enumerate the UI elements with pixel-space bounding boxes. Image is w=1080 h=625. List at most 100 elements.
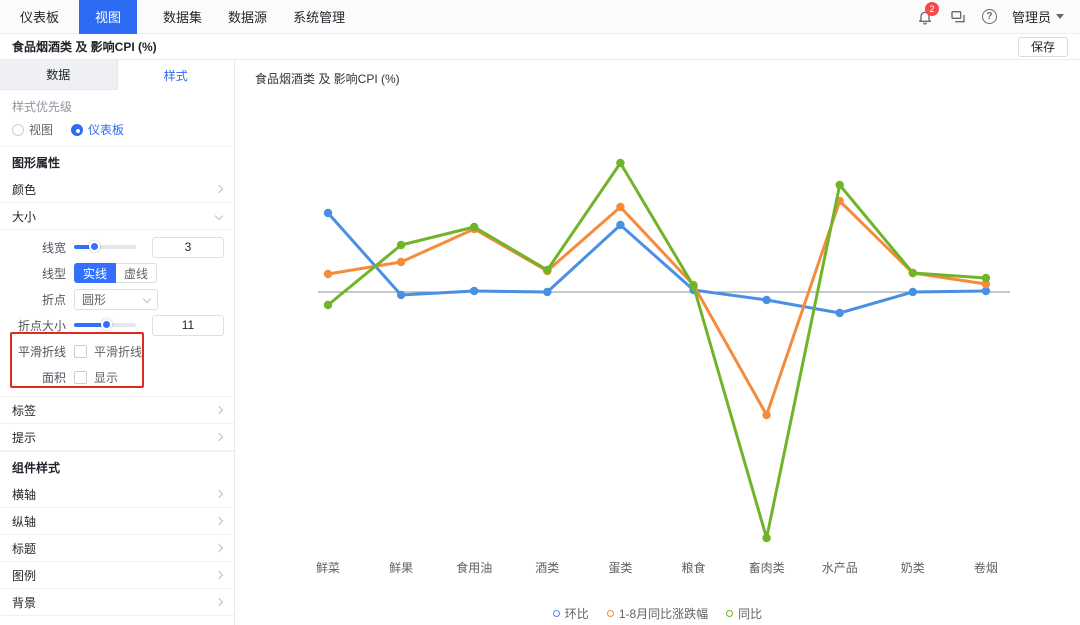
data-point[interactable] — [762, 410, 771, 420]
style-panel: 数据 样式 样式优先级 视图 仪表板 图形属性 颜色 — [0, 60, 235, 625]
data-point[interactable] — [470, 222, 479, 232]
data-point[interactable] — [908, 268, 917, 278]
chart-legend: 环比 1-8月同比涨跌幅 同比 — [235, 602, 1080, 624]
point-size-label: 折点大小 — [17, 318, 66, 333]
nav-item-dataset[interactable]: 数据集 — [163, 10, 203, 25]
data-point[interactable] — [762, 295, 771, 305]
data-point[interactable] — [323, 208, 333, 218]
area-label: 面积 — [41, 370, 66, 385]
notification-bell-icon[interactable]: 2 — [916, 1, 939, 26]
nav-item-view[interactable]: 视图 — [79, 0, 138, 34]
slider-handle[interactable] — [88, 241, 100, 252]
legend-item-环比[interactable]: 环比 — [552, 605, 589, 622]
radio-view[interactable]: 视图 — [12, 121, 53, 138]
dashed-line-button[interactable]: 虚线 — [116, 263, 158, 283]
user-menu[interactable]: 管理员 — [1012, 7, 1064, 26]
x-axis-label: 鲜菜 — [316, 561, 340, 575]
help-icon[interactable]: ? — [981, 9, 997, 24]
tab-data[interactable]: 数据 — [0, 60, 118, 90]
slider-handle[interactable] — [101, 319, 113, 330]
nav-item-dashboard[interactable]: 仪表板 — [20, 10, 60, 25]
row-background[interactable]: 背景 — [0, 589, 234, 616]
point-size-row: 折点大小 — [0, 312, 234, 338]
view-title: 食品烟酒类 及 影响CPI (%) — [12, 40, 157, 54]
data-point[interactable] — [616, 202, 625, 212]
data-point[interactable] — [543, 265, 552, 275]
style-priority-options: 视图 仪表板 — [0, 117, 234, 146]
x-axis-label: 奶类 — [901, 561, 925, 575]
chevron-down-icon — [214, 211, 224, 221]
chevron-right-icon — [214, 432, 224, 442]
row-size[interactable]: 大小 — [0, 203, 234, 230]
data-point[interactable] — [323, 300, 333, 310]
data-point[interactable] — [616, 158, 625, 168]
line-type-toggle: 实线 虚线 — [74, 263, 158, 283]
row-title[interactable]: 标题 — [0, 535, 234, 562]
row-y-axis[interactable]: 纵轴 — [0, 508, 234, 535]
save-button[interactable]: 保存 — [1017, 36, 1068, 57]
nav-item-datasource[interactable]: 数据源 — [228, 10, 268, 25]
data-point[interactable] — [762, 533, 771, 543]
view-toolbar: 食品烟酒类 及 影响CPI (%) 保存 — [0, 34, 1080, 60]
solid-line-button[interactable]: 实线 — [74, 263, 117, 283]
data-point[interactable] — [835, 308, 844, 318]
multi-screen-icon[interactable] — [949, 8, 967, 26]
data-point[interactable] — [981, 279, 991, 289]
data-point[interactable] — [981, 286, 991, 296]
data-point[interactable] — [689, 281, 698, 291]
main-nav: 仪表板 视图 数据集 数据源 系统管理 — [0, 0, 371, 34]
row-label-label: 标签 — [12, 403, 37, 418]
legend-label: 1-8月同比涨跌幅 — [618, 606, 709, 621]
data-point[interactable] — [981, 273, 991, 283]
smooth-line-row: 平滑折线 平滑折线 — [0, 338, 234, 364]
data-point[interactable] — [616, 220, 625, 230]
legend-item-1-8月同比涨跌幅[interactable]: 1-8月同比涨跌幅 — [606, 605, 709, 622]
style-priority-label: 样式优先级 — [12, 100, 73, 114]
row-legend[interactable]: 图例 — [0, 562, 234, 589]
area-checkbox[interactable] — [74, 370, 87, 384]
row-x-axis[interactable]: 横轴 — [0, 481, 234, 508]
row-label[interactable]: 标签 — [0, 397, 234, 424]
row-color-label: 颜色 — [12, 182, 37, 197]
nav-item-system-management[interactable]: 系统管理 — [293, 10, 346, 25]
data-point[interactable] — [835, 180, 844, 190]
line-width-input[interactable] — [152, 236, 224, 258]
chevron-right-icon — [214, 516, 224, 526]
series-line-1-8月同比涨跌幅[interactable] — [326, 199, 988, 417]
screens-icon — [951, 10, 965, 22]
point-shape-select[interactable]: 圆形 — [74, 288, 158, 310]
radio-dashboard[interactable]: 仪表板 — [71, 121, 124, 138]
size-settings: 线宽 线型 实线 虚线 — [0, 230, 234, 397]
row-legend-label: 图例 — [12, 568, 37, 583]
data-point[interactable] — [396, 257, 406, 267]
content-area: 数据 样式 样式优先级 视图 仪表板 图形属性 颜色 — [0, 60, 1080, 625]
legend-label: 同比 — [738, 606, 763, 621]
x-axis-label: 蛋类 — [608, 561, 632, 575]
row-x-axis-label: 横轴 — [12, 487, 37, 502]
chevron-right-icon — [214, 405, 224, 415]
notification-badge: 2 — [924, 1, 939, 16]
panel-tabs: 数据 样式 — [0, 60, 234, 90]
data-point[interactable] — [396, 240, 406, 250]
data-point[interactable] — [470, 286, 479, 296]
series-line-同比[interactable] — [326, 161, 988, 540]
legend-item-同比[interactable]: 同比 — [726, 605, 762, 622]
point-size-input[interactable] — [152, 314, 224, 336]
legend-marker-icon — [726, 609, 734, 617]
chevron-down-icon — [1056, 14, 1064, 19]
data-point[interactable] — [323, 269, 333, 279]
line-width-label: 线宽 — [41, 240, 66, 255]
series-line-环比[interactable] — [326, 211, 988, 315]
data-point[interactable] — [543, 287, 552, 297]
smooth-line-checkbox[interactable] — [74, 344, 87, 358]
point-size-slider[interactable] — [74, 319, 136, 330]
row-color[interactable]: 颜色 — [0, 176, 234, 203]
line-chart[interactable]: 鲜菜 鲜果 食用油 酒类 蛋类 粮食 畜肉类 水产品 奶类 卷烟 — [235, 97, 1080, 602]
data-point[interactable] — [908, 287, 917, 297]
legend-marker-icon — [606, 609, 614, 617]
tab-style[interactable]: 样式 — [117, 60, 234, 90]
data-point[interactable] — [396, 290, 406, 300]
row-tooltip[interactable]: 提示 — [0, 424, 234, 451]
line-width-slider[interactable] — [74, 241, 136, 252]
row-tooltip-label: 提示 — [12, 430, 37, 445]
